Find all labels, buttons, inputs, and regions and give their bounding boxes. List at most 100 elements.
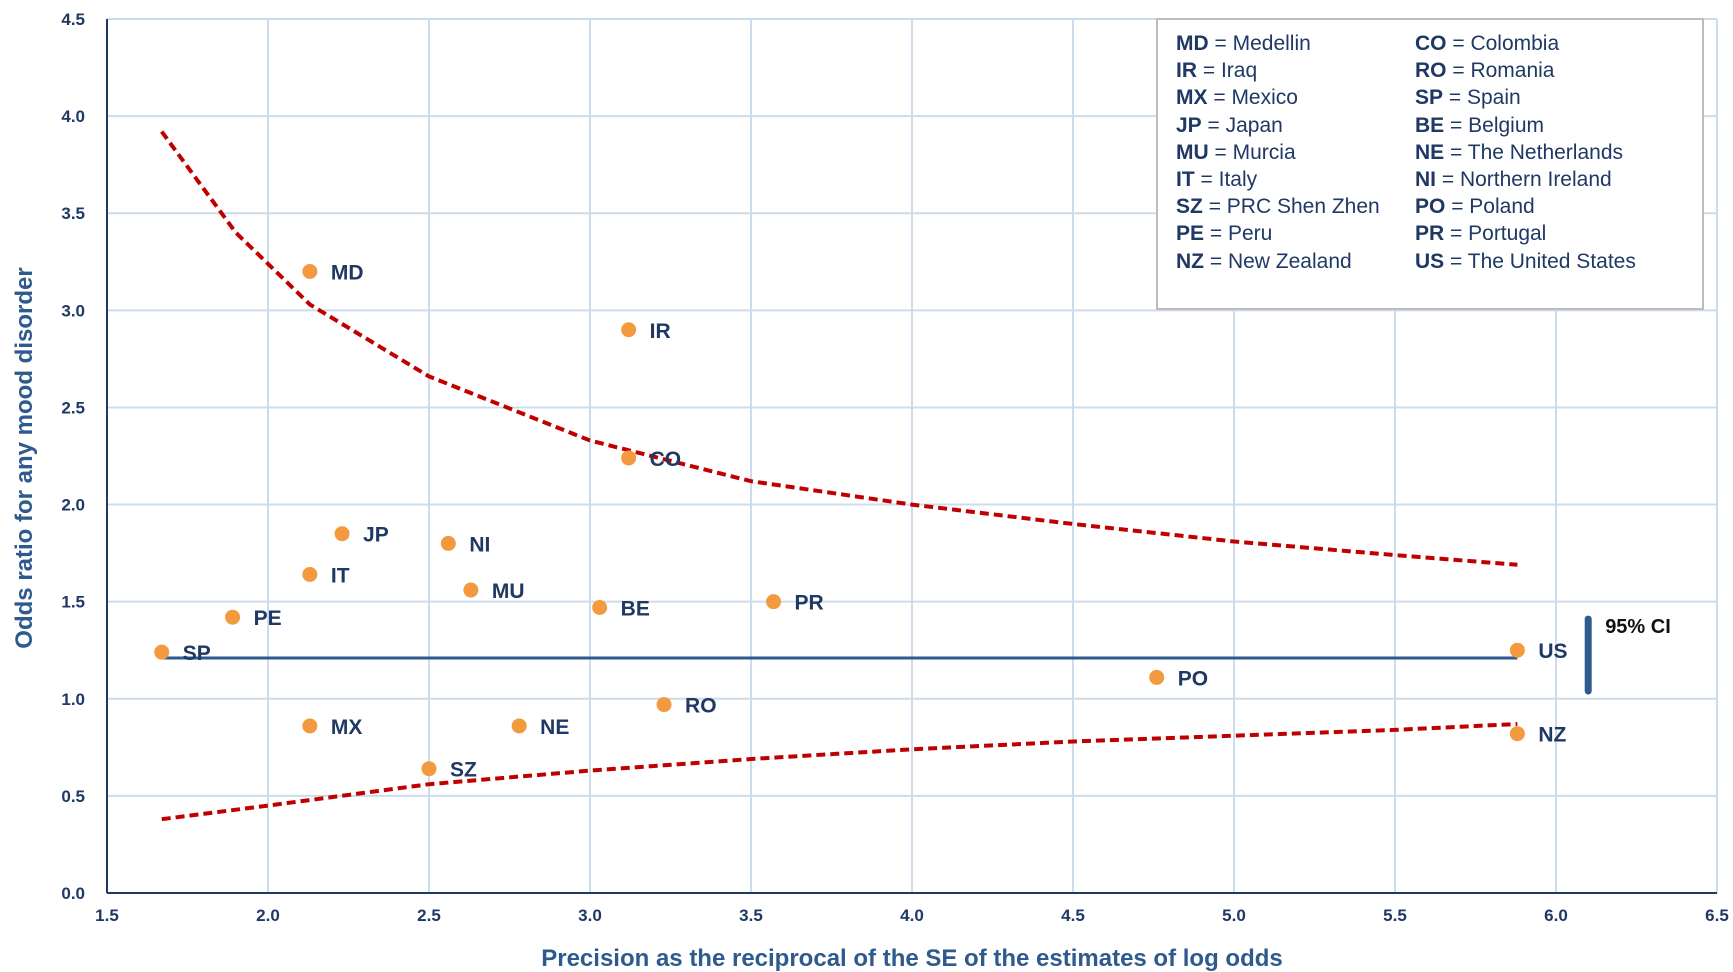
data-point [621, 322, 637, 338]
legend-code: US [1415, 249, 1445, 273]
data-point [225, 609, 241, 625]
legend-code: PE [1176, 222, 1205, 246]
y-tick-label: 2.5 [61, 398, 85, 417]
legend-code: PO [1415, 195, 1446, 219]
legend-name: = Spain [1448, 86, 1521, 110]
legend-code: IR [1176, 59, 1197, 83]
data-point [1149, 669, 1165, 685]
legend-entry: IR = Iraq [1176, 57, 1380, 84]
legend-code: NE [1415, 140, 1445, 164]
legend-code: MU [1176, 140, 1209, 164]
data-point [302, 263, 318, 279]
legend-code: SZ [1176, 195, 1203, 219]
legend-name: = The Netherlands [1450, 140, 1624, 164]
point-label: IT [331, 564, 350, 587]
legend-entry: PR = Portugal [1415, 220, 1636, 247]
point-label: PE [254, 607, 282, 630]
legend-name: = Romania [1452, 59, 1555, 83]
data-point [154, 644, 170, 660]
data-point [421, 761, 437, 777]
x-tick-label: 2.0 [256, 906, 280, 925]
ci-label: 95% CI [1605, 616, 1671, 638]
y-tick-label: 2.0 [61, 496, 85, 515]
x-tick-label: 6.0 [1544, 906, 1568, 925]
point-label: SP [183, 642, 211, 665]
data-point [302, 566, 318, 582]
legend-entry: MD = Medellin [1176, 30, 1380, 57]
legend-entry: NZ = New Zealand [1176, 248, 1380, 275]
y-tick-label: 0.5 [61, 787, 85, 806]
data-point [621, 450, 637, 466]
legend-name: = Italy [1200, 167, 1258, 191]
x-tick-label: 6.5 [1705, 906, 1729, 925]
legend-column-right: CO = Colombia RO = Romania SP = Spain BE = … [1415, 30, 1636, 275]
point-label: PO [1178, 667, 1208, 690]
legend-code: JP [1176, 113, 1202, 137]
data-point [766, 594, 782, 610]
x-tick-label: 3.5 [739, 906, 763, 925]
data-point [1509, 726, 1525, 742]
y-tick-label: 0.0 [61, 884, 85, 903]
legend-code: CO [1415, 32, 1447, 55]
legend-entry: PO = Poland [1415, 193, 1636, 220]
legend-name: = Medellin [1214, 32, 1311, 55]
legend-code: NI [1415, 167, 1436, 191]
x-tick-label: 4.5 [1061, 906, 1085, 925]
point-label: SZ [450, 759, 477, 782]
legend-code: RO [1415, 59, 1447, 83]
point-label: RO [685, 695, 717, 718]
legend-name: = Iraq [1202, 59, 1258, 83]
data-point [302, 718, 318, 734]
y-tick-label: 3.0 [61, 301, 85, 320]
legend-entry: SP = Spain [1415, 84, 1636, 111]
legend-name: = Mexico [1213, 86, 1298, 110]
point-label: NI [469, 533, 490, 556]
legend-column-left: MD = Medellin IR = Iraq MX = Mexico JP = Ja… [1176, 30, 1380, 275]
point-label: PR [795, 592, 824, 615]
legend-code: BE [1415, 113, 1445, 137]
axes: 1.5 2.0 2.5 3.0 3.5 4.0 4.5 5.0 5.5 6.0 6.5 0.0 0.5 1… [61, 10, 1728, 925]
legend-code: MD [1176, 32, 1209, 55]
point-label: JP [363, 524, 389, 547]
ci-bar-group: 95% CI [1584, 615, 1671, 695]
legend-name: = Japan [1207, 113, 1283, 137]
x-tick-label: 3.0 [578, 906, 602, 925]
y-tick-label: 3.5 [61, 204, 85, 223]
legend-code: IT [1176, 167, 1195, 191]
legend-entry: SZ = PRC Shen Zhen [1176, 193, 1380, 220]
legend-entry: NI = Northern Ireland [1415, 166, 1636, 193]
legend-name: = Poland [1451, 195, 1535, 219]
legend-name: = Colombia [1452, 32, 1560, 55]
y-tick-label: 4.5 [61, 10, 85, 29]
y-tick-label: 1.0 [61, 690, 85, 709]
legend-code: SP [1415, 86, 1444, 110]
point-label: MX [331, 716, 363, 739]
x-tick-label: 5.5 [1383, 906, 1407, 925]
legend-entry: US = The United States [1415, 248, 1636, 275]
legend-name: = Murcia [1214, 140, 1296, 164]
legend-entry: IT = Italy [1176, 166, 1380, 193]
confidence-curves [160, 130, 1518, 822]
data-points [154, 263, 1525, 777]
upper-ci-curve [160, 130, 1518, 567]
legend-code: NZ [1176, 249, 1204, 273]
x-tick-label: 2.5 [417, 906, 441, 925]
legend-entry: PE = Peru [1176, 220, 1380, 247]
country-legend: MD = Medellin IR = Iraq MX = Mexico JP = Ja… [1156, 18, 1704, 310]
lower-ci-curve [161, 722, 1518, 822]
legend-entry: JP = Japan [1176, 112, 1380, 139]
legend-entry: MX = Mexico [1176, 84, 1380, 111]
point-label: IR [650, 320, 671, 343]
legend-name: = Peru [1209, 222, 1273, 246]
legend-name: = PRC Shen Zhen [1208, 195, 1380, 219]
x-tick-label: 4.0 [900, 906, 924, 925]
y-tick-label: 1.5 [61, 593, 85, 612]
x-tick-label: 1.5 [95, 906, 119, 925]
legend-entry: CO = Colombia [1415, 30, 1636, 57]
point-label: MU [492, 580, 525, 603]
legend-name: = Northern Ireland [1441, 167, 1612, 191]
legend-entry: RO = Romania [1415, 57, 1636, 84]
legend-name: = Portugal [1450, 222, 1547, 246]
data-point [334, 526, 350, 542]
